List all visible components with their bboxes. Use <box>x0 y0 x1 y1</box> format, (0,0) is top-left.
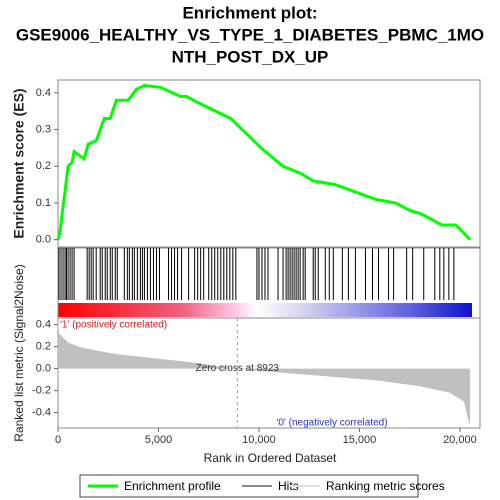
y-tick-label: -0.2 <box>32 385 51 397</box>
chart-title: GSE9006_HEALTHY_VS_TYPE_1_DIABETES_PBMC_… <box>16 25 484 44</box>
y-tick-label: -0.4 <box>32 407 51 419</box>
metric-area <box>58 319 470 426</box>
x-tick-label: 15,000 <box>343 434 377 446</box>
y-tick-label: 0.3 <box>36 123 51 135</box>
x-tick-label: 0 <box>55 434 61 446</box>
panel-frame <box>57 317 481 429</box>
chart-title: Enrichment plot: <box>182 3 317 22</box>
annotation: '1' (positively correlated) <box>60 320 167 331</box>
y-tick-label: 0.0 <box>36 234 51 246</box>
panel-frame <box>57 79 481 248</box>
x-tick-label: 5,000 <box>145 434 173 446</box>
annotation: Zero cross at 8923 <box>196 363 280 374</box>
y-axis-label: Ranked list metric (Signal2Noise) <box>12 264 26 441</box>
y-tick-label: 0.2 <box>36 160 51 172</box>
legend-label: Hits <box>278 479 299 493</box>
legend-label: Ranking metric scores <box>326 479 445 493</box>
x-tick-label: 20,000 <box>443 434 477 446</box>
y-tick-label: 0.2 <box>36 341 51 353</box>
y-tick-label: 0.4 <box>36 319 51 331</box>
annotation: '0' (negatively correlated) <box>276 418 387 429</box>
chart-title: NTH_POST_DX_UP <box>172 47 329 66</box>
y-axis-label: Enrichment score (ES) <box>11 88 27 238</box>
y-tick-label: 0.1 <box>36 197 51 209</box>
y-tick-label: 0.4 <box>36 87 51 99</box>
metric-gradient <box>58 303 472 317</box>
es-line <box>56 83 472 241</box>
x-tick-label: 10,000 <box>242 434 276 446</box>
x-axis-label: Rank in Ordered Dataset <box>204 451 337 465</box>
y-tick-label: 0.0 <box>36 363 51 375</box>
legend-label: Enrichment profile <box>124 479 221 493</box>
